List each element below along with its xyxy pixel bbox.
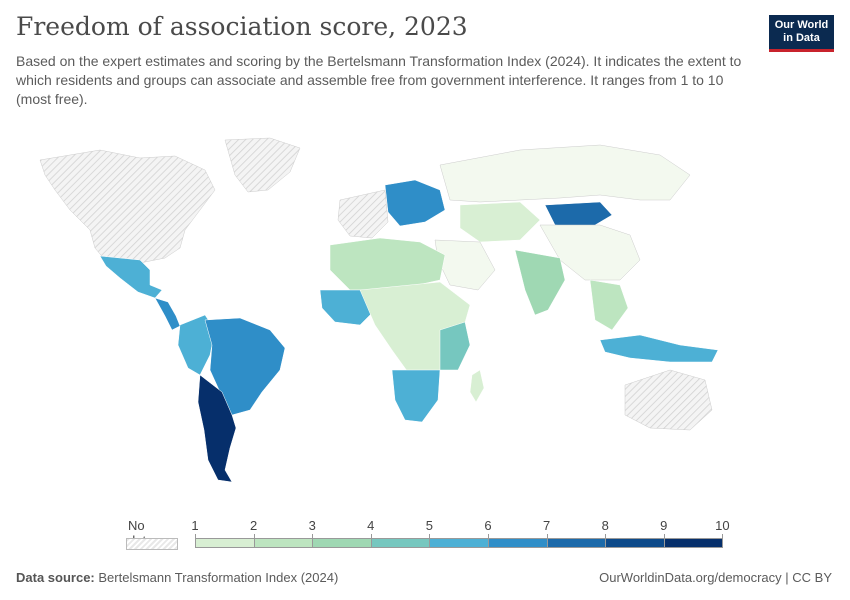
legend-tick-9: 9 <box>660 518 668 533</box>
region-east-africa[interactable] <box>439 321 471 371</box>
legend-tick-mark <box>546 534 548 538</box>
legend-bin-6-7[interactable] <box>488 538 548 548</box>
region-china[interactable] <box>539 224 641 281</box>
region-mexico[interactable] <box>99 255 163 299</box>
region-central-america[interactable] <box>154 297 181 331</box>
region-madagascar[interactable] <box>469 369 485 403</box>
chart-subtitle: Based on the expert estimates and scorin… <box>16 53 742 107</box>
region-southern-cone[interactable] <box>197 374 237 483</box>
legend-tick-mark <box>663 534 665 538</box>
legend-no-data-swatch[interactable] <box>126 538 178 550</box>
region-central-asia[interactable] <box>459 201 541 243</box>
data-source-label: Data source: <box>16 570 95 585</box>
region-greenland[interactable] <box>224 137 301 193</box>
legend-tick-7: 7 <box>542 518 551 533</box>
owid-logo[interactable]: Our World in Data <box>769 15 834 52</box>
legend-tick-6: 6 <box>484 518 492 533</box>
chart-title: Freedom of association score, 2023 <box>16 12 468 41</box>
legend-bin-9-10[interactable] <box>663 538 724 548</box>
region-russia[interactable] <box>439 144 691 203</box>
data-source: Data source: Bertelsmann Transformation … <box>16 570 338 585</box>
legend-tick-mark <box>722 534 724 538</box>
region-mongolia[interactable] <box>544 201 613 229</box>
legend-bin-1-2[interactable] <box>195 538 255 548</box>
logo-line-2: in Data <box>783 32 820 44</box>
legend-tick-mark <box>312 534 314 538</box>
world-map[interactable] <box>0 130 850 510</box>
legend-tick-4: 4 <box>367 518 375 533</box>
legend-tick-mark <box>253 534 255 538</box>
region-southeast-asia[interactable] <box>589 279 629 331</box>
legend-tick-2: 2 <box>249 518 258 533</box>
region-middle-east[interactable] <box>434 239 496 291</box>
region-europe[interactable] <box>384 179 446 227</box>
legend-tick-5: 5 <box>425 518 434 533</box>
legend-tick-8: 8 <box>601 518 609 533</box>
legend-bin-8-9[interactable] <box>605 538 665 548</box>
region-india[interactable] <box>514 249 566 316</box>
legend-tick-mark <box>195 534 196 538</box>
logo-line-1: Our World <box>774 19 829 31</box>
region-indonesia[interactable] <box>599 334 719 363</box>
legend-bin-3-4[interactable] <box>312 538 372 548</box>
source-url[interactable]: OurWorldinData.org/democracy | CC BY <box>599 570 832 585</box>
legend-bin-2-3[interactable] <box>253 538 314 548</box>
region-southern-africa[interactable] <box>391 369 441 423</box>
data-source-value[interactable]: Bertelsmann Transformation Index (2024) <box>98 570 339 585</box>
region-north-africa[interactable] <box>329 237 446 291</box>
legend-tick-10: 10 <box>715 518 730 533</box>
legend-tick-mark <box>370 534 372 538</box>
legend-tick-mark <box>488 534 489 538</box>
region-north-america[interactable] <box>39 149 216 267</box>
legend-tick-mark <box>429 534 431 538</box>
legend-bin-4-5[interactable] <box>370 538 431 548</box>
region-brazil[interactable] <box>204 317 286 416</box>
legend-bin-7-8[interactable] <box>546 538 607 548</box>
region-western-europe[interactable] <box>337 189 389 239</box>
legend-bin-5-6[interactable] <box>429 538 489 548</box>
region-australia[interactable] <box>624 369 713 431</box>
legend-tick-1: 1 <box>191 518 199 533</box>
region-andes-north[interactable] <box>177 314 216 376</box>
legend-tick-3: 3 <box>308 518 316 533</box>
legend-tick-mark <box>605 534 607 538</box>
